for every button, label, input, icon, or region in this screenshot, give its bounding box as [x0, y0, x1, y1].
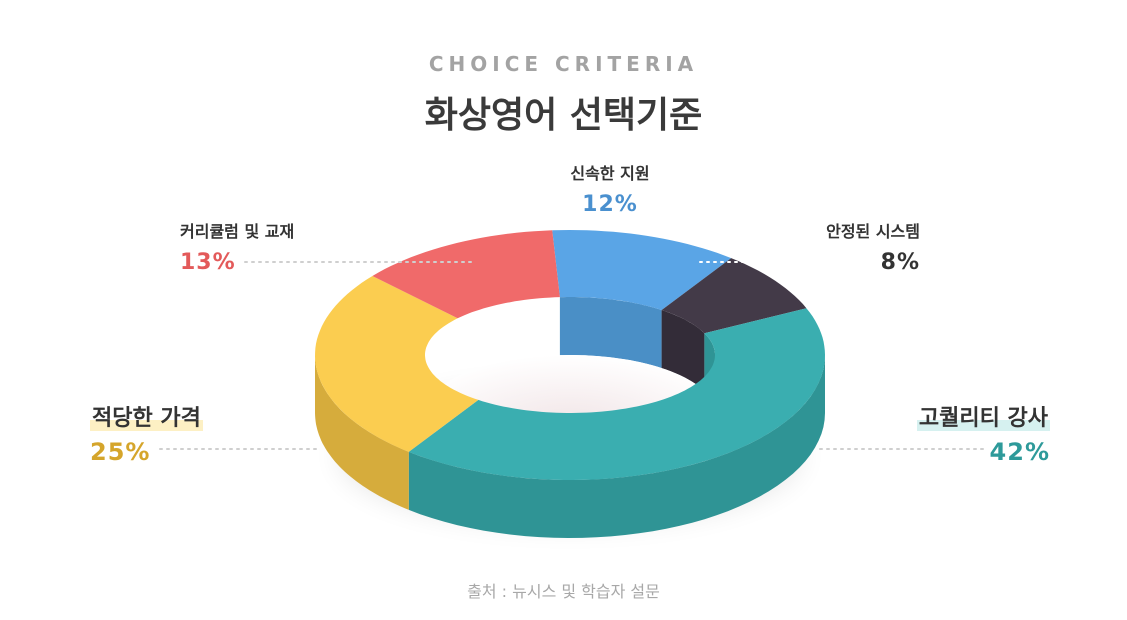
slice-support: [552, 230, 732, 311]
slice-curriculum: [372, 230, 560, 319]
slice-support-inner-wall: [559, 297, 662, 369]
label-percent: 12%: [582, 192, 638, 217]
slice-price-outer-wall: [315, 355, 409, 510]
slice-price: [315, 276, 479, 452]
chart-source: 출처 : 뉴시스 및 학습자 설문: [467, 582, 660, 601]
slice-teacher: [408, 308, 825, 480]
label-group-curriculum: 커리큘럼 및 교재 13%: [180, 218, 380, 275]
label-name: 고퀄리티 강사: [916, 406, 1050, 431]
label-percent: 25%: [90, 438, 151, 466]
label-name: 적당한 가격: [90, 406, 203, 431]
slice-system-inner-wall: [661, 310, 705, 392]
label-name: 안정된 시스템: [826, 222, 920, 241]
donut-top: [315, 230, 825, 480]
label-group-price: 적당한 가격 25%: [90, 400, 270, 466]
label-group-system: 안정된 시스템 8%: [770, 218, 920, 275]
label-percent: 8%: [880, 250, 920, 275]
label-percent: 42%: [989, 438, 1050, 466]
slice-teacher-outer-wall: [408, 355, 825, 538]
leader-lines: [159, 261, 986, 450]
slice-system: [661, 258, 807, 334]
label-name: 커리큘럼 및 교재: [180, 222, 295, 241]
label-percent: 13%: [180, 250, 236, 275]
label-name: 신속한 지원: [570, 164, 650, 183]
chart-title: 화상영어 선택기준: [424, 95, 703, 136]
chart-eyebrow: CHOICE CRITERIA: [428, 52, 699, 76]
label-group-teacher: 고퀄리티 강사 42%: [860, 400, 1050, 466]
label-group-support: 신속한 지원 12%: [540, 160, 680, 217]
